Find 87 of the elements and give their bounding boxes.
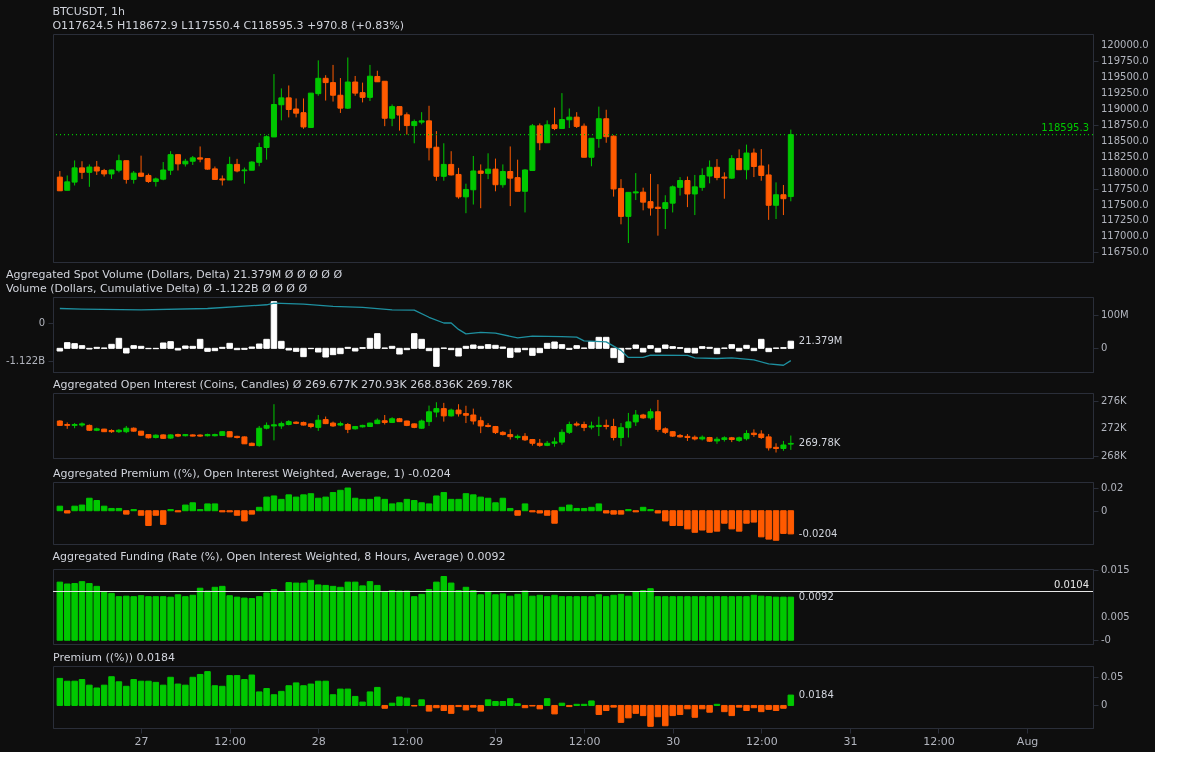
y-tick-label: 117750.0 bbox=[1101, 182, 1149, 194]
y-tick-label: 0 bbox=[1101, 699, 1108, 711]
bar bbox=[543, 698, 551, 706]
candlestick bbox=[684, 176, 691, 208]
bar bbox=[56, 505, 64, 512]
candlestick bbox=[389, 104, 396, 127]
y-tick-label: 118000.0 bbox=[1101, 166, 1149, 178]
bar bbox=[381, 704, 388, 709]
y-tick-label: 117250.0 bbox=[1101, 214, 1149, 226]
candlestick bbox=[492, 158, 499, 192]
chart-title: BTCUSDT, 1h bbox=[52, 5, 125, 18]
y2-tick-label: 0 bbox=[38, 316, 45, 328]
x-tick-label: 12:00 bbox=[568, 734, 601, 748]
annotation: 269.78K bbox=[798, 437, 841, 449]
candlestick bbox=[226, 156, 233, 181]
candlestick bbox=[79, 160, 85, 180]
chart-title: Aggregated Premium ((%), Open Interest Weighted, Average, 1) -0.0204 bbox=[53, 467, 451, 480]
candlestick bbox=[728, 154, 735, 180]
y-tick-label: 119000.0 bbox=[1101, 102, 1149, 114]
x-tick-label: Aug bbox=[1016, 734, 1039, 748]
y-tick-label: 268K bbox=[1101, 449, 1128, 461]
chart-subtitle: O117624.5 H118672.9 L117550.4 C118595.3 +970.8 (+0.83%) bbox=[52, 19, 405, 32]
x-tick-label: 29 bbox=[488, 734, 503, 748]
bar bbox=[63, 510, 71, 514]
chart-title: Aggregated Open Interest (Coins, Candles) Ø 269.677K 270.93K 268.836K 269.78K bbox=[53, 378, 513, 391]
bar bbox=[123, 510, 130, 515]
candlestick bbox=[440, 402, 447, 423]
candlestick bbox=[440, 142, 447, 182]
candlestick bbox=[86, 163, 93, 188]
y-tick-label: 0.005 bbox=[1101, 610, 1130, 622]
candlestick bbox=[499, 163, 506, 189]
y-tick-label: 116750.0 bbox=[1101, 246, 1149, 258]
y-tick-label: 119500.0 bbox=[1101, 70, 1149, 82]
bar bbox=[787, 694, 795, 706]
y-tick-label: 0.015 bbox=[1101, 563, 1130, 575]
bar bbox=[551, 704, 558, 715]
y-tick-label: 100M bbox=[1101, 309, 1129, 320]
y-tick-label: 117500.0 bbox=[1101, 198, 1149, 210]
candlestick bbox=[366, 64, 373, 102]
y-tick-label: 0.05 bbox=[1101, 671, 1124, 683]
candlestick bbox=[56, 170, 63, 192]
candlestick bbox=[123, 160, 130, 185]
y-tick-label: 276K bbox=[1101, 394, 1128, 406]
chart-title: Aggregated Funding (Rate (%), Open Interest Weighted, 8 Hours, Average) 0.0092 bbox=[52, 549, 506, 563]
x-tick-label: 12:00 bbox=[391, 734, 424, 748]
candlestick bbox=[551, 107, 558, 131]
x-tick-label: 28 bbox=[311, 734, 326, 748]
x-tick-label: 12:00 bbox=[214, 734, 247, 748]
candlestick bbox=[780, 184, 787, 216]
x-tick-label: 12:00 bbox=[745, 734, 778, 748]
chart-title: Premium ((%)) 0.0184 bbox=[53, 651, 176, 664]
annotation: 0.0184 bbox=[798, 689, 834, 701]
annotation: 0.0092 bbox=[798, 591, 834, 603]
bar bbox=[521, 503, 529, 512]
candlestick bbox=[485, 152, 492, 180]
y-tick-label: 0 bbox=[1101, 504, 1108, 516]
ref-line-label: 0.0104 bbox=[1054, 578, 1089, 590]
candlestick bbox=[477, 163, 484, 209]
y-tick-label: 119250.0 bbox=[1101, 86, 1149, 98]
y2-tick-label: -1.122B bbox=[5, 354, 46, 366]
x-tick-label: 12:00 bbox=[923, 734, 955, 748]
y-tick-label: 0.02 bbox=[1101, 482, 1124, 494]
y-tick-label: -0 bbox=[1101, 634, 1111, 646]
annotation: -0.0204 bbox=[798, 527, 838, 539]
chart-subtitle: Volume (Dollars, Cumulative Delta) Ø -1.122B Ø Ø Ø Ø bbox=[5, 282, 308, 295]
ref-line-label: 118595.3 bbox=[1041, 121, 1089, 133]
y-tick-label: 118500.0 bbox=[1101, 134, 1149, 146]
y-tick-label: 118250.0 bbox=[1101, 150, 1149, 162]
bar bbox=[514, 510, 521, 516]
y-tick-label: 120000.0 bbox=[1101, 38, 1149, 50]
y-tick-label: 117000.0 bbox=[1101, 230, 1149, 242]
candlestick bbox=[736, 148, 743, 171]
y-tick-label: 0 bbox=[1101, 342, 1108, 354]
candlestick bbox=[662, 194, 669, 230]
bar bbox=[418, 699, 425, 706]
bar bbox=[558, 702, 566, 706]
candlestick bbox=[743, 144, 750, 180]
chart-title: Aggregated Spot Volume (Dollars, Delta) 21.379M Ø Ø Ø Ø Ø bbox=[5, 268, 343, 281]
y-tick-label: 119750.0 bbox=[1101, 54, 1149, 66]
candlestick bbox=[773, 181, 780, 220]
y-tick-label: 272K bbox=[1101, 422, 1128, 434]
x-tick-label: 31 bbox=[843, 734, 858, 748]
annotation: 21.379M bbox=[798, 335, 843, 347]
y-tick-label: 118750.0 bbox=[1101, 118, 1149, 130]
x-tick-label: 27 bbox=[134, 734, 149, 748]
candlestick bbox=[536, 122, 543, 151]
x-tick-label: 30 bbox=[666, 734, 681, 748]
